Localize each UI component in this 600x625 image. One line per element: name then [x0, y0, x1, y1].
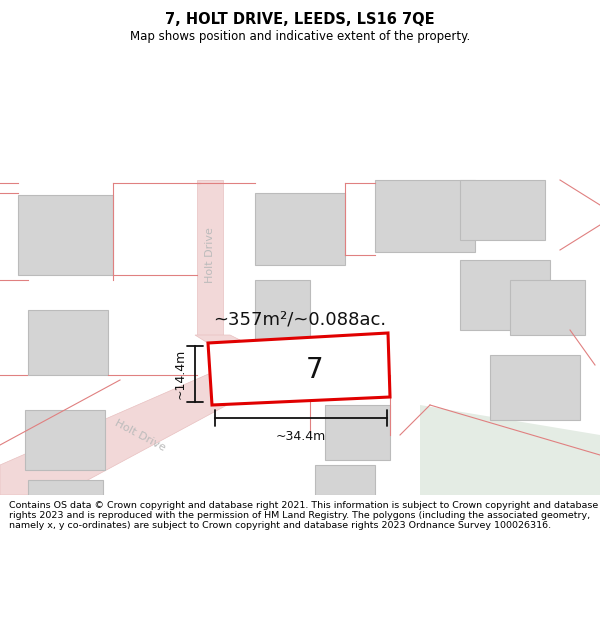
Text: ~34.4m: ~34.4m	[276, 430, 326, 443]
Polygon shape	[420, 405, 600, 495]
Bar	[18, 195, 113, 275]
Bar	[28, 480, 103, 495]
Bar	[25, 410, 105, 470]
Text: Contains OS data © Crown copyright and database right 2021. This information is : Contains OS data © Crown copyright and d…	[9, 501, 598, 531]
Bar	[255, 280, 310, 340]
Text: ~14.4m: ~14.4m	[174, 349, 187, 399]
Polygon shape	[197, 180, 223, 335]
Text: 7, HOLT DRIVE, LEEDS, LS16 7QE: 7, HOLT DRIVE, LEEDS, LS16 7QE	[165, 12, 435, 27]
Text: Holt Drive: Holt Drive	[113, 418, 167, 452]
Bar	[510, 280, 585, 335]
Bar	[28, 310, 108, 375]
Bar	[325, 405, 390, 460]
Text: Map shows position and indicative extent of the property.: Map shows position and indicative extent…	[130, 30, 470, 43]
Bar	[460, 260, 550, 330]
Polygon shape	[195, 335, 310, 385]
Polygon shape	[0, 345, 320, 495]
Bar	[255, 193, 345, 265]
Text: 7: 7	[305, 356, 323, 384]
Polygon shape	[208, 333, 390, 405]
Text: ~357m²/~0.088ac.: ~357m²/~0.088ac.	[214, 311, 386, 329]
Bar	[315, 465, 375, 495]
Text: Holt Drive: Holt Drive	[205, 227, 215, 283]
Bar	[375, 180, 475, 252]
Bar	[490, 355, 580, 420]
Bar	[460, 180, 545, 240]
